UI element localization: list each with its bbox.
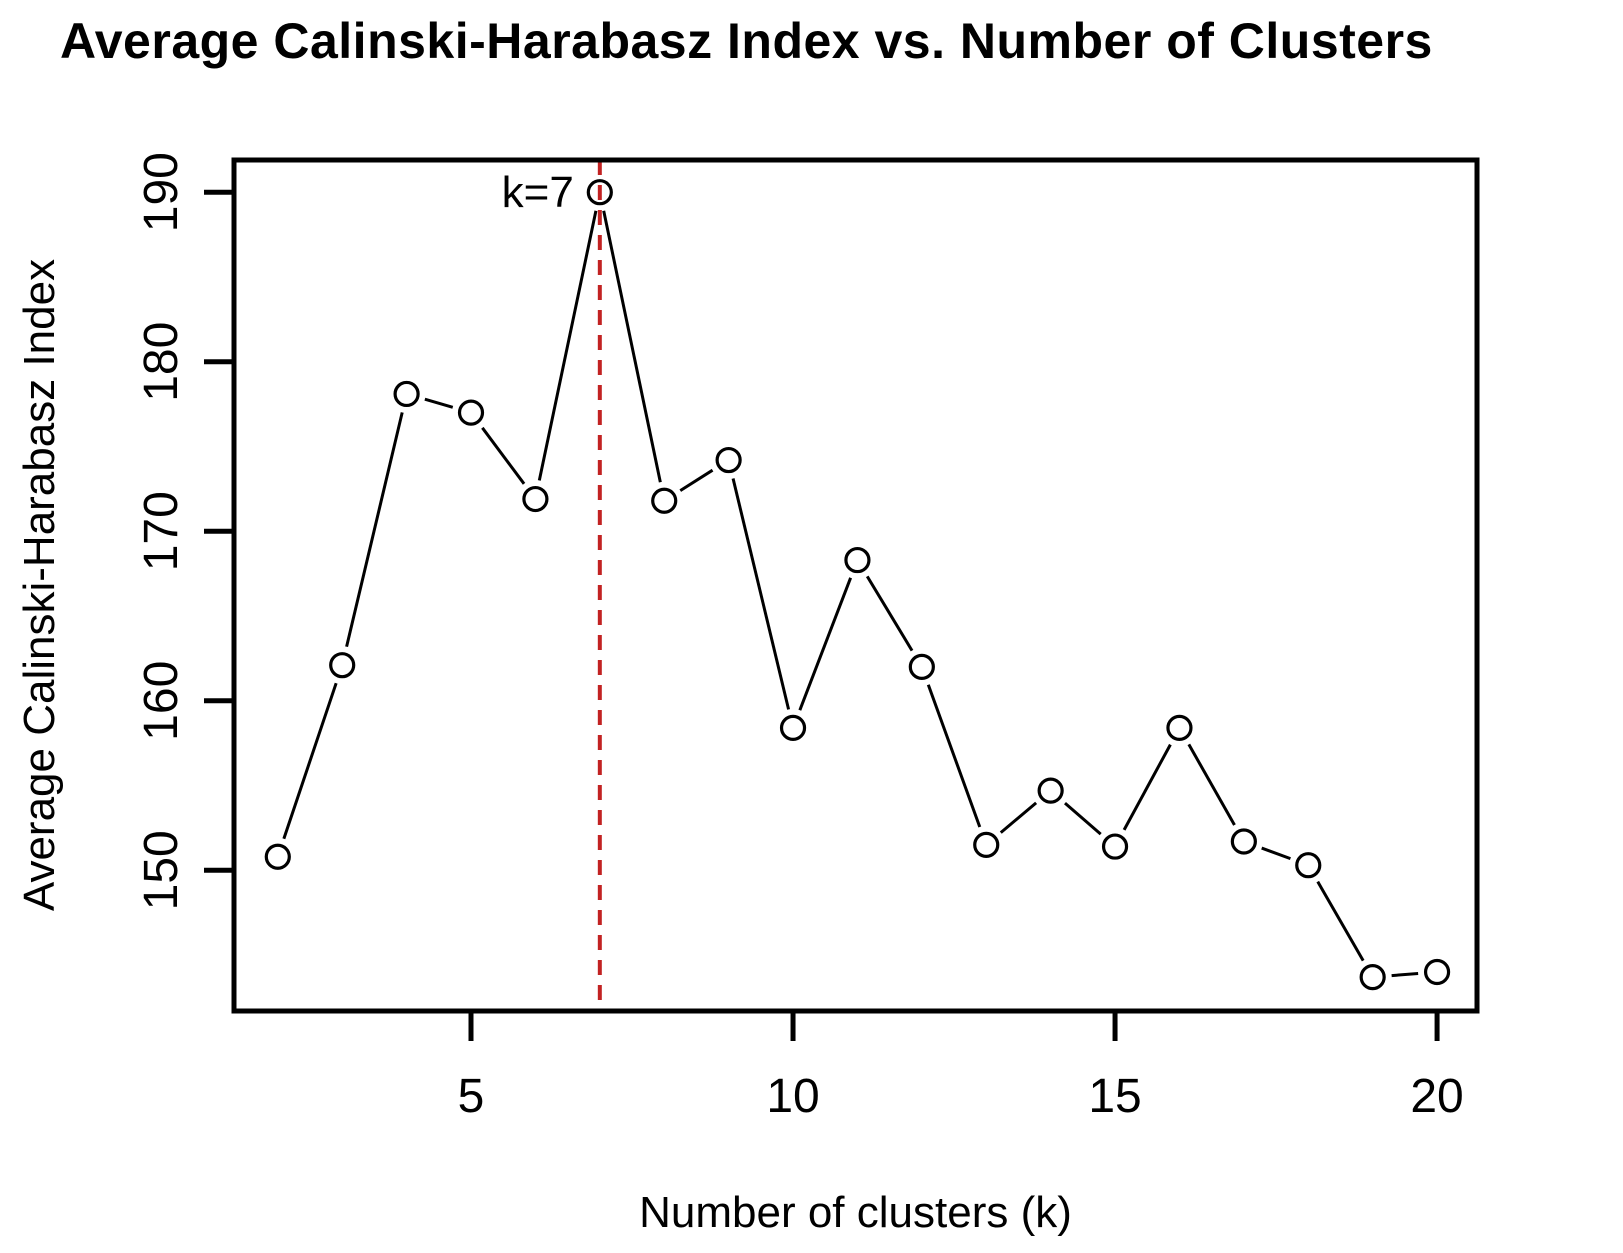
series-segment [679,468,714,492]
chart-title: Average Calinski-Harabasz Index vs. Numb… [60,13,1433,69]
series-segment [798,577,853,711]
y-tick-label: 150 [135,830,188,910]
y-tick-label: 170 [135,491,188,571]
y-tick-label: 180 [135,322,188,402]
series-segment [1122,743,1172,831]
x-tick-label: 15 [1088,1070,1141,1123]
x-tick-label: 20 [1410,1070,1463,1123]
data-point [1295,852,1322,879]
data-point [393,380,420,408]
data-point [1359,963,1386,991]
y-axis-label: Average Calinski-Harabasz Index [15,258,64,912]
series-segment [424,397,454,409]
data-point [1423,958,1451,986]
series-segment [1064,801,1102,836]
data-point [908,653,935,680]
x-axis-label: Number of clusters (k) [639,1188,1072,1237]
vline-label: k=7 [502,168,574,217]
series-segment [865,575,914,652]
data-point [844,546,871,574]
data-point [1230,828,1257,855]
series-segment [999,801,1038,834]
series-segment [1261,846,1291,861]
series-segment [602,210,662,483]
data-point [586,179,613,206]
y-tick-label: 190 [135,152,188,232]
series-segment [537,210,598,481]
x-tick-label: 5 [458,1070,485,1123]
series-segment [345,412,404,648]
data-point [973,831,1000,858]
series-segment [1187,743,1236,826]
y-tick-label: 160 [135,661,188,741]
data-point [522,485,549,513]
series-segment [1316,880,1365,962]
data-point [457,399,485,426]
data-point [779,714,807,741]
data-point [329,652,356,679]
series-segment [731,478,791,710]
data-point [651,487,678,514]
plot-border [231,157,1480,1014]
data-point [1037,777,1064,804]
series-segment [282,682,338,840]
data-point [1166,714,1193,741]
data-point [1101,833,1129,860]
series-segment [926,684,982,828]
data-point [715,446,742,474]
series-segment [481,426,526,485]
x-tick-label: 10 [766,1070,819,1123]
data-point [264,843,291,870]
series-segment [1391,972,1419,978]
